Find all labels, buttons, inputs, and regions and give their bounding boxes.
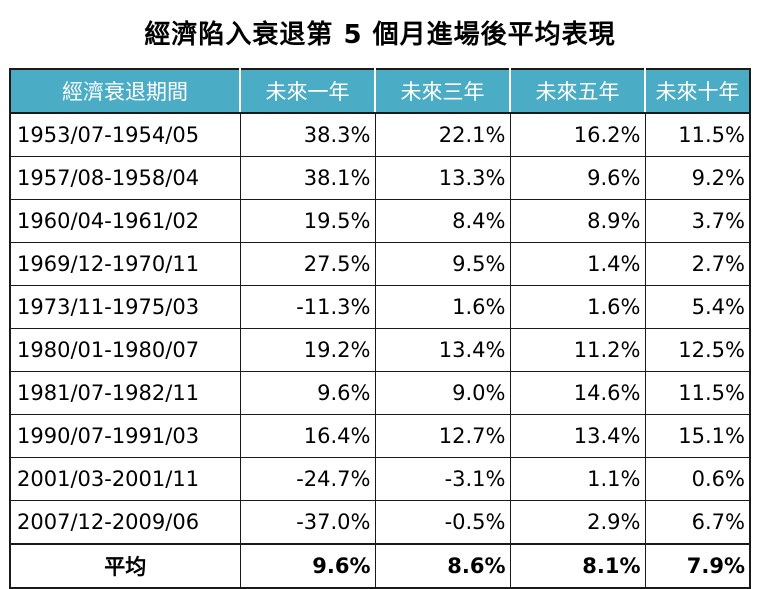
three-year-cell: 22.1% (374, 112, 511, 157)
five-year-cell: 14.6% (509, 371, 646, 415)
five-year-cell: 1.4% (509, 242, 646, 286)
ten-year-cell: 15.1% (644, 414, 751, 458)
period-cell: 2001/03-2001/11 (9, 457, 241, 501)
five-year-cell: 8.9% (509, 199, 646, 243)
table-row: 1973/11-1975/03 -11.3% 1.6% 1.6% 5.4% (9, 285, 751, 329)
five-year-cell: 9.6% (509, 156, 646, 200)
table-row: 1981/07-1982/11 9.6% 9.0% 14.6% 11.5% (9, 371, 751, 415)
table-row: 1969/12-1970/11 27.5% 9.5% 1.4% 2.7% (9, 242, 751, 286)
period-cell: 1960/04-1961/02 (9, 199, 241, 243)
table-title: 經濟陷入衰退第 5 個月進場後平均表現 (144, 20, 616, 50)
header-period: 經濟衰退期間 (9, 68, 241, 114)
ten-year-cell: 0.6% (644, 457, 751, 501)
three-year-cell: 1.6% (374, 285, 511, 329)
one-year-cell: 16.4% (239, 414, 376, 458)
period-cell: 1981/07-1982/11 (9, 371, 241, 415)
ten-year-cell: 5.4% (644, 285, 751, 329)
average-three-year-cell: 8.6% (374, 543, 511, 589)
five-year-cell: 11.2% (509, 328, 646, 372)
table-row: 2007/12-2009/06 -37.0% -0.5% 2.9% 6.7% (9, 500, 751, 545)
table-row: 1990/07-1991/03 16.4% 12.7% 13.4% 15.1% (9, 414, 751, 458)
average-row: 平均 9.6% 8.6% 8.1% 7.9% (9, 543, 751, 589)
five-year-cell: 13.4% (509, 414, 646, 458)
three-year-cell: -3.1% (374, 457, 511, 501)
three-year-cell: 13.4% (374, 328, 511, 372)
header-row: 經濟衰退期間 未來一年 未來三年 未來五年 未來十年 (9, 68, 751, 114)
period-cell: 2007/12-2009/06 (9, 500, 241, 545)
one-year-cell: -11.3% (239, 285, 376, 329)
period-cell: 1969/12-1970/11 (9, 242, 241, 286)
three-year-cell: -0.5% (374, 500, 511, 545)
ten-year-cell: 11.5% (644, 112, 751, 157)
average-five-year-cell: 8.1% (509, 543, 646, 589)
three-year-cell: 13.3% (374, 156, 511, 200)
five-year-cell: 2.9% (509, 500, 646, 545)
header-3y: 未來三年 (374, 68, 511, 114)
average-one-year-cell: 9.6% (239, 543, 376, 589)
one-year-cell: -24.7% (239, 457, 376, 501)
average-label: 平均 (9, 543, 241, 589)
table-row: 1980/01-1980/07 19.2% 13.4% 11.2% 12.5% (9, 328, 751, 372)
header-10y: 未來十年 (644, 68, 751, 114)
table-row: 1953/07-1954/05 38.3% 22.1% 16.2% 11.5% (9, 112, 751, 157)
recession-returns-table: 經濟衰退期間 未來一年 未來三年 未來五年 未來十年 1953/07-1954/… (9, 68, 751, 589)
five-year-cell: 1.1% (509, 457, 646, 501)
one-year-cell: 19.5% (239, 199, 376, 243)
one-year-cell: 38.3% (239, 112, 376, 157)
table-row: 1957/08-1958/04 38.1% 13.3% 9.6% 9.2% (9, 156, 751, 200)
period-cell: 1990/07-1991/03 (9, 414, 241, 458)
one-year-cell: 19.2% (239, 328, 376, 372)
header-5y: 未來五年 (509, 68, 646, 114)
header-1y: 未來一年 (239, 68, 376, 114)
three-year-cell: 9.0% (374, 371, 511, 415)
three-year-cell: 12.7% (374, 414, 511, 458)
ten-year-cell: 6.7% (644, 500, 751, 545)
period-cell: 1957/08-1958/04 (9, 156, 241, 200)
five-year-cell: 16.2% (509, 112, 646, 157)
three-year-cell: 9.5% (374, 242, 511, 286)
table-body: 1953/07-1954/05 38.3% 22.1% 16.2% 11.5% 1957/… (9, 112, 751, 589)
one-year-cell: 38.1% (239, 156, 376, 200)
one-year-cell: 27.5% (239, 242, 376, 286)
ten-year-cell: 9.2% (644, 156, 751, 200)
period-cell: 1953/07-1954/05 (9, 112, 241, 157)
ten-year-cell: 3.7% (644, 199, 751, 243)
three-year-cell: 8.4% (374, 199, 511, 243)
ten-year-cell: 12.5% (644, 328, 751, 372)
period-cell: 1980/01-1980/07 (9, 328, 241, 372)
period-cell: 1973/11-1975/03 (9, 285, 241, 329)
one-year-cell: 9.6% (239, 371, 376, 415)
one-year-cell: -37.0% (239, 500, 376, 545)
ten-year-cell: 11.5% (644, 371, 751, 415)
table-row: 1960/04-1961/02 19.5% 8.4% 8.9% 3.7% (9, 199, 751, 243)
ten-year-cell: 2.7% (644, 242, 751, 286)
average-ten-year-cell: 7.9% (644, 543, 751, 589)
five-year-cell: 1.6% (509, 285, 646, 329)
table-row: 2001/03-2001/11 -24.7% -3.1% 1.1% 0.6% (9, 457, 751, 501)
